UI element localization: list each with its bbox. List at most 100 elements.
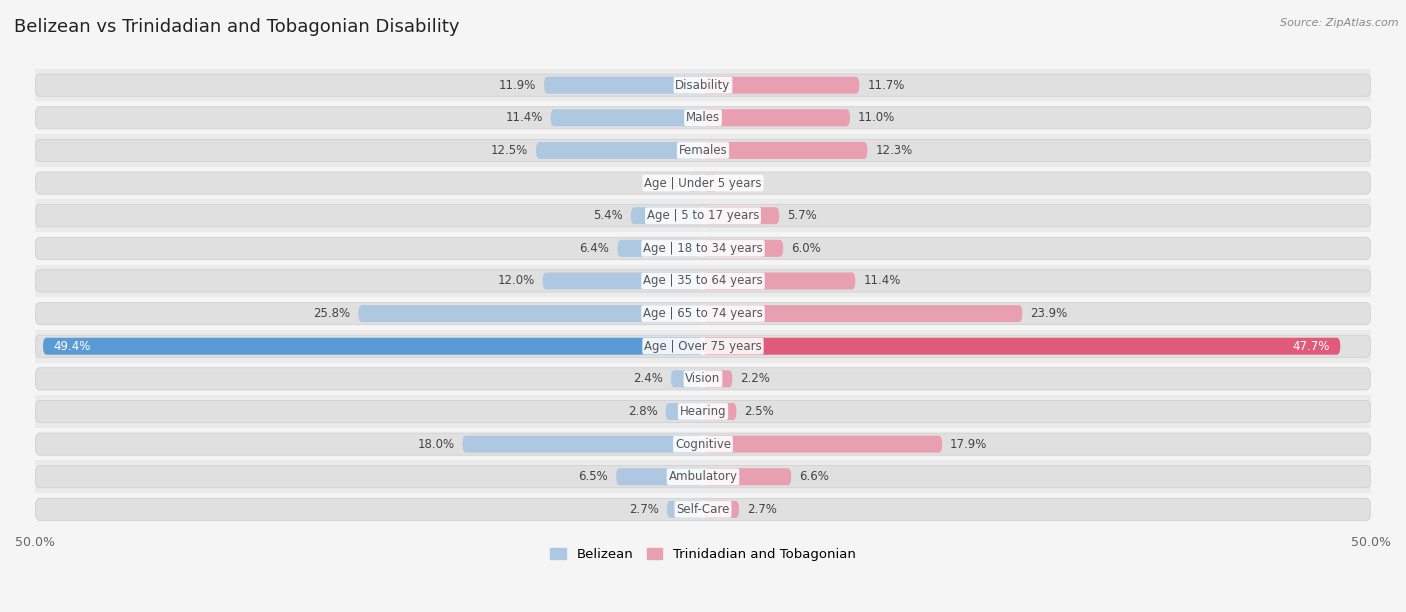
Text: 6.6%: 6.6% — [799, 470, 830, 483]
Text: 23.9%: 23.9% — [1031, 307, 1067, 320]
FancyBboxPatch shape — [44, 338, 703, 355]
FancyBboxPatch shape — [35, 140, 1371, 162]
Text: 1.1%: 1.1% — [725, 177, 755, 190]
Text: 6.5%: 6.5% — [578, 470, 609, 483]
FancyBboxPatch shape — [617, 240, 703, 257]
FancyBboxPatch shape — [543, 272, 703, 289]
Bar — [35, 297, 1371, 330]
FancyBboxPatch shape — [359, 305, 703, 322]
Bar — [35, 166, 1371, 200]
Bar — [35, 134, 1371, 166]
Text: Cognitive: Cognitive — [675, 438, 731, 450]
FancyBboxPatch shape — [35, 335, 1371, 357]
FancyBboxPatch shape — [703, 174, 717, 192]
FancyBboxPatch shape — [536, 142, 703, 159]
Text: Hearing: Hearing — [679, 405, 727, 418]
FancyBboxPatch shape — [35, 106, 1371, 129]
Text: Females: Females — [679, 144, 727, 157]
FancyBboxPatch shape — [703, 305, 1022, 322]
Text: 25.8%: 25.8% — [314, 307, 350, 320]
Text: Self-Care: Self-Care — [676, 503, 730, 516]
Text: 47.7%: 47.7% — [1292, 340, 1330, 353]
FancyBboxPatch shape — [551, 110, 703, 126]
Bar — [35, 330, 1371, 362]
Text: Ambulatory: Ambulatory — [668, 470, 738, 483]
Text: 18.0%: 18.0% — [418, 438, 454, 450]
Text: 11.9%: 11.9% — [499, 79, 536, 92]
FancyBboxPatch shape — [703, 110, 851, 126]
Text: 6.0%: 6.0% — [792, 242, 821, 255]
Text: 2.4%: 2.4% — [633, 372, 662, 386]
Text: Age | Under 5 years: Age | Under 5 years — [644, 177, 762, 190]
FancyBboxPatch shape — [544, 76, 703, 94]
Text: 2.2%: 2.2% — [741, 372, 770, 386]
FancyBboxPatch shape — [703, 501, 740, 518]
FancyBboxPatch shape — [703, 468, 792, 485]
Bar — [35, 264, 1371, 297]
FancyBboxPatch shape — [703, 370, 733, 387]
FancyBboxPatch shape — [35, 498, 1371, 520]
Text: 11.0%: 11.0% — [858, 111, 896, 124]
Text: 12.3%: 12.3% — [876, 144, 912, 157]
FancyBboxPatch shape — [35, 74, 1371, 96]
FancyBboxPatch shape — [703, 240, 783, 257]
Bar — [35, 493, 1371, 526]
FancyBboxPatch shape — [703, 403, 737, 420]
Text: 12.0%: 12.0% — [498, 274, 534, 288]
FancyBboxPatch shape — [703, 76, 859, 94]
Bar — [35, 460, 1371, 493]
FancyBboxPatch shape — [666, 501, 703, 518]
FancyBboxPatch shape — [688, 174, 703, 192]
Text: Age | 5 to 17 years: Age | 5 to 17 years — [647, 209, 759, 222]
FancyBboxPatch shape — [671, 370, 703, 387]
FancyBboxPatch shape — [703, 142, 868, 159]
Text: 5.4%: 5.4% — [593, 209, 623, 222]
Bar — [35, 69, 1371, 102]
Text: 11.4%: 11.4% — [863, 274, 901, 288]
FancyBboxPatch shape — [35, 172, 1371, 194]
FancyBboxPatch shape — [665, 403, 703, 420]
FancyBboxPatch shape — [616, 468, 703, 485]
Text: 17.9%: 17.9% — [950, 438, 987, 450]
Bar — [35, 428, 1371, 460]
FancyBboxPatch shape — [703, 436, 942, 453]
FancyBboxPatch shape — [703, 207, 779, 224]
Text: Disability: Disability — [675, 79, 731, 92]
FancyBboxPatch shape — [463, 436, 703, 453]
Text: 49.4%: 49.4% — [53, 340, 91, 353]
Text: Vision: Vision — [685, 372, 721, 386]
Text: 2.7%: 2.7% — [747, 503, 778, 516]
Text: Source: ZipAtlas.com: Source: ZipAtlas.com — [1281, 18, 1399, 28]
FancyBboxPatch shape — [703, 272, 855, 289]
Text: 11.4%: 11.4% — [505, 111, 543, 124]
FancyBboxPatch shape — [35, 204, 1371, 227]
Text: 6.4%: 6.4% — [579, 242, 609, 255]
Legend: Belizean, Trinidadian and Tobagonian: Belizean, Trinidadian and Tobagonian — [546, 542, 860, 566]
Text: Belizean vs Trinidadian and Tobagonian Disability: Belizean vs Trinidadian and Tobagonian D… — [14, 18, 460, 36]
Bar — [35, 362, 1371, 395]
FancyBboxPatch shape — [35, 433, 1371, 455]
FancyBboxPatch shape — [35, 400, 1371, 422]
FancyBboxPatch shape — [703, 338, 1340, 355]
Text: 2.8%: 2.8% — [628, 405, 658, 418]
FancyBboxPatch shape — [631, 207, 703, 224]
Text: 1.2%: 1.2% — [650, 177, 679, 190]
FancyBboxPatch shape — [35, 237, 1371, 259]
Text: Age | 18 to 34 years: Age | 18 to 34 years — [643, 242, 763, 255]
Text: Age | Over 75 years: Age | Over 75 years — [644, 340, 762, 353]
Bar — [35, 102, 1371, 134]
FancyBboxPatch shape — [35, 302, 1371, 325]
FancyBboxPatch shape — [35, 466, 1371, 488]
Text: 2.7%: 2.7% — [628, 503, 659, 516]
Text: 12.5%: 12.5% — [491, 144, 529, 157]
Text: 2.5%: 2.5% — [744, 405, 775, 418]
FancyBboxPatch shape — [35, 270, 1371, 292]
Bar — [35, 200, 1371, 232]
Text: 11.7%: 11.7% — [868, 79, 904, 92]
Text: Males: Males — [686, 111, 720, 124]
FancyBboxPatch shape — [35, 368, 1371, 390]
Text: Age | 35 to 64 years: Age | 35 to 64 years — [643, 274, 763, 288]
Text: 5.7%: 5.7% — [787, 209, 817, 222]
Text: Age | 65 to 74 years: Age | 65 to 74 years — [643, 307, 763, 320]
Bar — [35, 232, 1371, 264]
